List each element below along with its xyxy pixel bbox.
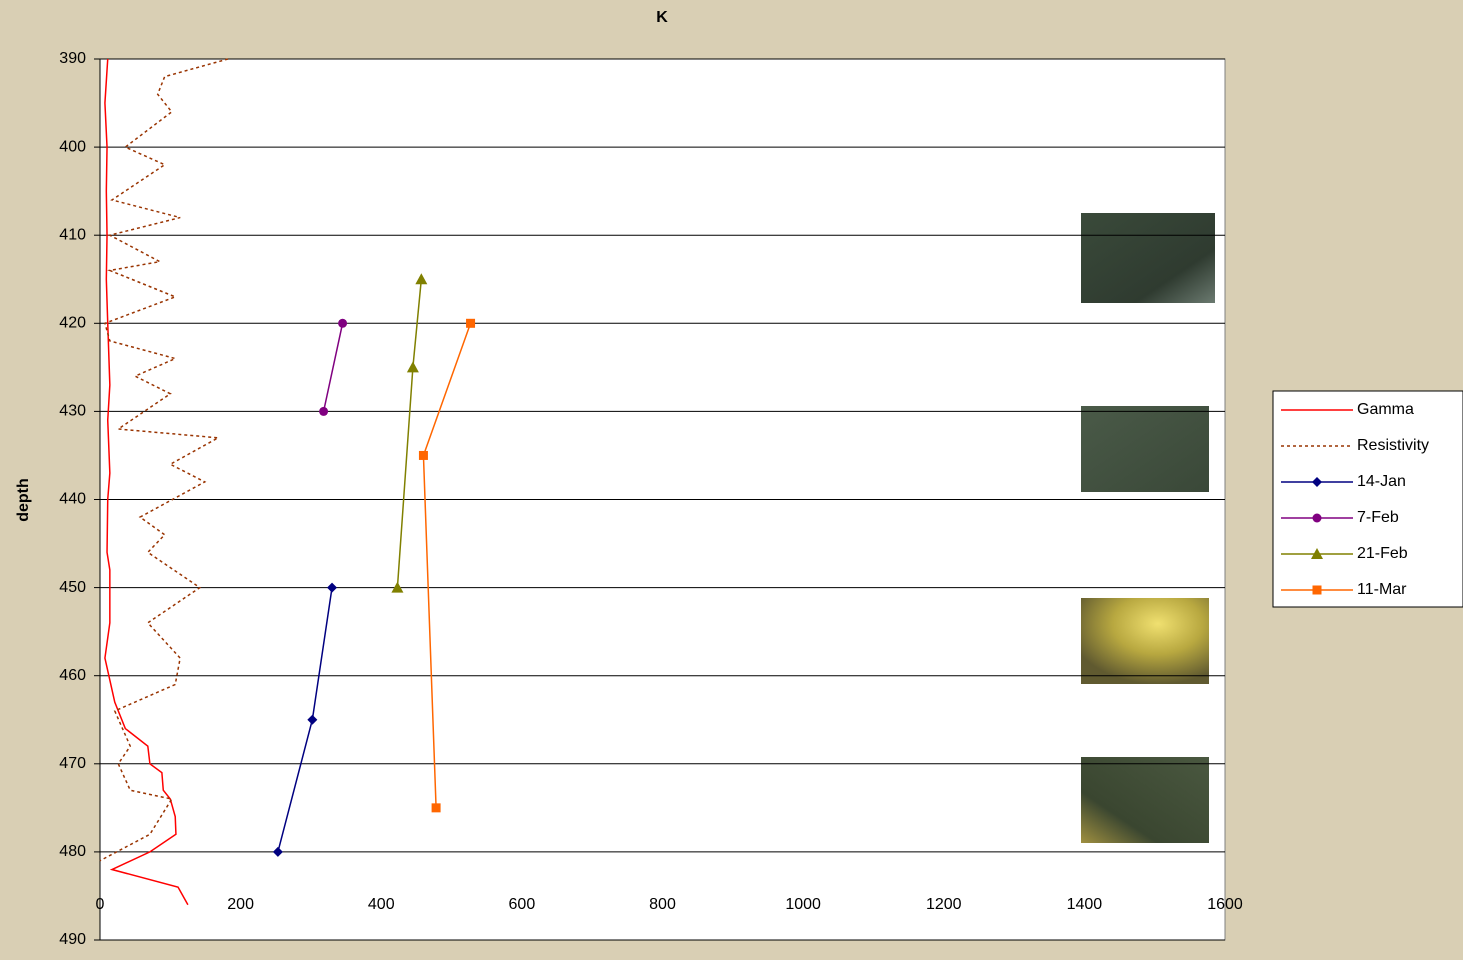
legend-label: 7-Feb <box>1357 509 1399 526</box>
x-tick-label: 1200 <box>926 896 962 913</box>
legend-marker <box>1313 586 1322 595</box>
legend-marker <box>1313 514 1322 523</box>
y-tick-label: 470 <box>59 755 86 772</box>
thumbnail <box>1081 598 1209 684</box>
x-tick-label: 400 <box>368 896 395 913</box>
thumbnail <box>1081 213 1215 303</box>
marker <box>319 407 328 416</box>
x-tick-label: 1600 <box>1207 896 1243 913</box>
y-tick-label: 420 <box>59 315 86 332</box>
x-tick-label: 1400 <box>1067 896 1103 913</box>
y-tick-label: 410 <box>59 226 86 243</box>
thumbnail <box>1081 757 1209 843</box>
legend-label: Resistivity <box>1357 437 1429 454</box>
marker <box>466 319 475 328</box>
y-tick-label: 490 <box>59 931 86 948</box>
x-tick-label: 600 <box>509 896 536 913</box>
x-tick-label: 0 <box>96 896 105 913</box>
x-tick-label: 200 <box>227 896 254 913</box>
y-tick-label: 400 <box>59 138 86 155</box>
x-tick-label: 800 <box>649 896 676 913</box>
marker <box>432 803 441 812</box>
y-tick-label: 390 <box>59 50 86 67</box>
y-tick-label: 460 <box>59 667 86 684</box>
y-tick-label: 440 <box>59 491 86 508</box>
y-axis-label: depth <box>15 478 32 522</box>
legend-label: Gamma <box>1357 401 1414 418</box>
y-tick-label: 480 <box>59 843 86 860</box>
legend-label: 11-Mar <box>1357 581 1407 598</box>
legend <box>1273 391 1463 607</box>
chart-title: K <box>656 9 668 26</box>
thumbnail <box>1081 406 1209 492</box>
marker <box>338 319 347 328</box>
y-tick-label: 450 <box>59 579 86 596</box>
chart: K depth 390 400 410 420 430 440 450 460 470 480 49… <box>0 0 1463 955</box>
legend-label: 14-Jan <box>1357 473 1406 490</box>
y-tick-label: 430 <box>59 403 86 420</box>
legend-label: 21-Feb <box>1357 545 1408 562</box>
x-tick-label: 1000 <box>785 896 821 913</box>
marker <box>419 451 428 460</box>
page: {"chart_data": {"type": "line", "title":… <box>0 0 1463 955</box>
